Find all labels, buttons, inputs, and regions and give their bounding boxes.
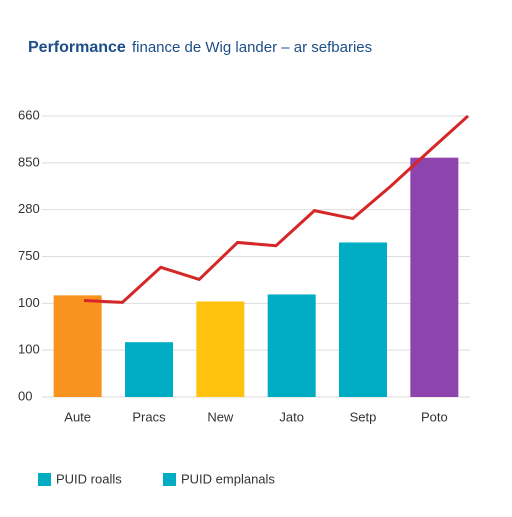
legend-label: PUID roalls [56,471,122,486]
bar [410,157,459,397]
y-tick-label: 100 [18,342,40,357]
chart-title: Performance [28,39,126,56]
x-tick-label: Aute [64,409,91,424]
trend-line [83,114,470,304]
x-tick-label: Pracs [132,409,166,424]
x-tick-label: Setp [350,409,377,424]
y-tick-label: 850 [18,154,40,169]
y-tick-label: 660 [18,107,40,122]
legend-swatch [38,473,51,486]
legend-swatch [163,473,176,486]
y-tick-label: 00 [18,388,32,403]
bar [53,295,102,397]
bar [125,342,173,397]
y-tick-label: 100 [18,295,40,310]
bar [339,242,387,397]
legend-label: PUID emplanals [181,471,275,486]
y-tick-label: 750 [18,248,40,263]
chart-subtitle: finance de Wig lander – ar sefbaries [132,39,372,56]
bar [267,294,316,397]
x-tick-label: New [207,409,234,424]
y-tick-label: 280 [18,201,40,216]
x-tick-label: Jato [279,409,304,424]
x-tick-label: Poto [421,409,448,424]
bar [196,301,245,397]
